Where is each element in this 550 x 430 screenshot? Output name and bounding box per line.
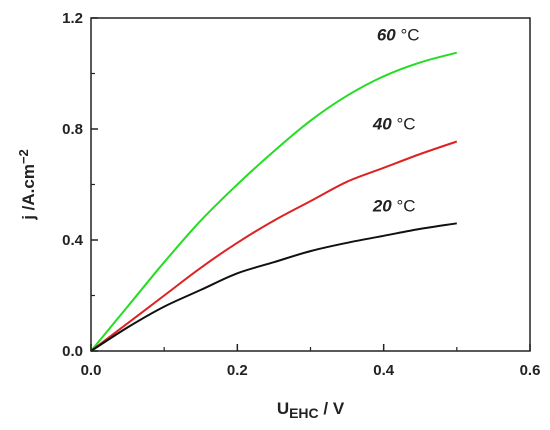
series-label-unit: °C	[392, 114, 416, 133]
y-tick-label: 1.2	[62, 10, 83, 27]
x-tick-label: 0.0	[81, 362, 102, 379]
y-tick-label: 0.4	[62, 232, 84, 249]
x-axis-title-unit: / V	[319, 399, 345, 418]
series-lines	[90, 51, 458, 352]
x-axis-title: UEHC / V	[277, 399, 345, 421]
y-axis-title-sup: −2	[16, 149, 31, 164]
series-line	[90, 222, 457, 352]
x-tick-label: 0.2	[227, 362, 248, 379]
y-tick-label: 0.8	[62, 121, 83, 138]
series-line	[90, 140, 458, 352]
y-axis-title: j /A.cm−2	[16, 149, 38, 221]
x-tick-label: 0.4	[373, 362, 395, 379]
x-tick-label: 0.6	[520, 362, 541, 379]
y-tick-label: 0.0	[62, 343, 83, 360]
series-label-unit: °C	[392, 196, 416, 215]
series-label-num: 40	[372, 114, 392, 133]
series-label: 60 °C	[377, 26, 420, 45]
axis-ticks: 0.0 0.2 0.4 0.6 0.0 0.4 0.8 1.2	[62, 10, 540, 379]
series-labels: 60 °C40 °C20 °C	[372, 26, 420, 216]
series-label-unit: °C	[396, 26, 420, 45]
series-label: 20 °C	[372, 196, 416, 215]
x-axis-title-sub: EHC	[289, 405, 319, 421]
series-label-num: 60	[377, 26, 396, 45]
series-label-num: 20	[372, 196, 392, 215]
x-axis-title-main: U	[277, 399, 289, 418]
y-axis-title-main: j /A.cm	[19, 164, 38, 221]
series-line	[90, 51, 458, 352]
series-label: 40 °C	[372, 114, 416, 133]
